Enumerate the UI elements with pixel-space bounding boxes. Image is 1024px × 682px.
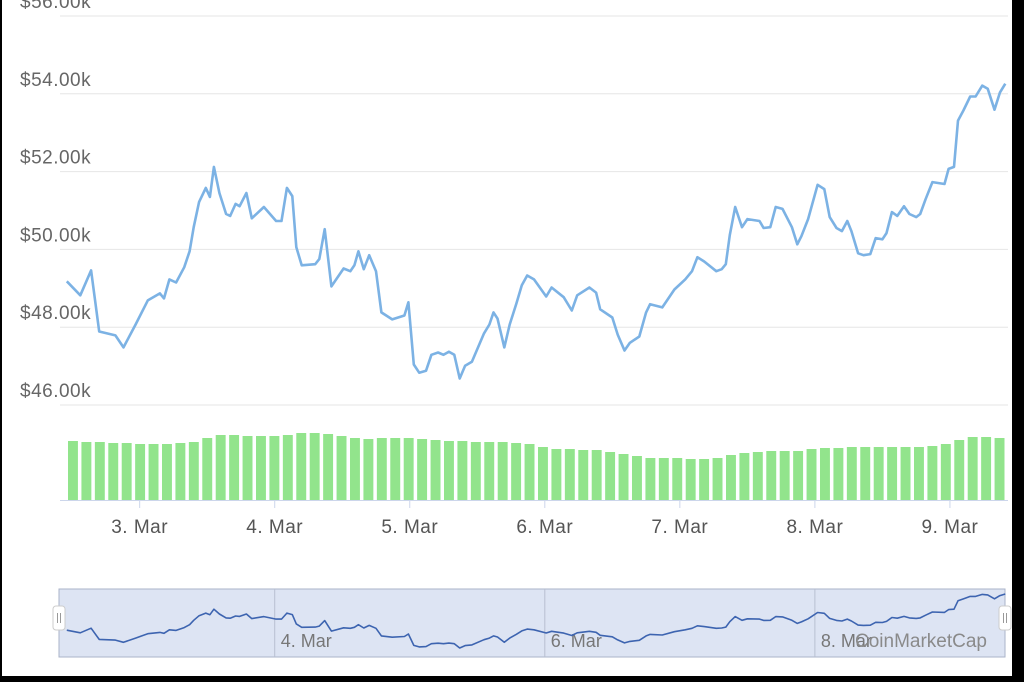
volume-bar bbox=[739, 453, 750, 500]
volume-bar bbox=[793, 451, 804, 500]
volume-bar bbox=[296, 433, 307, 500]
volume-bar bbox=[699, 459, 710, 500]
volume-bar bbox=[752, 452, 763, 500]
navigator-tick-label: 6. Mar bbox=[551, 631, 602, 651]
volume-bar bbox=[403, 438, 414, 500]
navigator bbox=[58, 588, 1006, 658]
volume-bar bbox=[564, 449, 575, 500]
volume-bar bbox=[470, 442, 481, 500]
navigator-handle[interactable] bbox=[998, 605, 1012, 631]
volume-bar bbox=[645, 458, 656, 500]
volume-bar bbox=[806, 449, 817, 500]
volume-bar bbox=[578, 450, 589, 500]
volume-bar bbox=[685, 459, 696, 500]
volume-bar bbox=[430, 440, 441, 500]
x-tick-label: 5. Mar bbox=[381, 517, 438, 538]
main-plot: $46.00k $48.00k $50.00k $52.00k $54.00k $56.0… bbox=[20, 0, 1008, 538]
navigator-tick-label: 8. Mar bbox=[821, 631, 872, 651]
x-tick-label: 7. Mar bbox=[651, 517, 708, 538]
volume-bar bbox=[940, 444, 951, 500]
volume-bar bbox=[873, 447, 884, 500]
volume-bar bbox=[672, 458, 683, 500]
navigator-plot: 4. Mar 6. Mar 8. Mar bbox=[66, 589, 1006, 657]
volume-bar bbox=[135, 444, 146, 500]
volume-bar bbox=[162, 444, 172, 500]
volume-bar bbox=[350, 438, 360, 500]
volume-bar bbox=[417, 439, 428, 500]
volume-bar bbox=[632, 456, 642, 500]
price-line bbox=[65, 83, 1007, 380]
volume-bar bbox=[309, 433, 320, 500]
volume-bar bbox=[712, 458, 723, 500]
volume-bar bbox=[457, 441, 468, 500]
volume-bar bbox=[202, 438, 213, 500]
volume-bar bbox=[269, 436, 280, 500]
volume-bar bbox=[538, 447, 548, 500]
y-tick-label: $46.00k bbox=[20, 381, 91, 402]
volume-bar bbox=[967, 437, 978, 500]
volume-bar bbox=[444, 441, 454, 500]
volume-bar bbox=[188, 442, 199, 500]
volume-bar bbox=[994, 438, 1005, 500]
volume-bar bbox=[779, 451, 790, 500]
volume-bar bbox=[927, 446, 938, 500]
volume-bar bbox=[94, 442, 105, 500]
volume-bar bbox=[256, 436, 266, 500]
volume-bar bbox=[242, 436, 253, 500]
volume-bar bbox=[618, 454, 629, 500]
volume-bar bbox=[846, 447, 857, 500]
volume-bar bbox=[363, 439, 374, 500]
y-tick-label: $50.00k bbox=[20, 225, 91, 246]
volume-bar bbox=[229, 435, 240, 500]
volume-bar bbox=[121, 443, 132, 500]
volume-bar bbox=[605, 452, 616, 500]
volume-bar bbox=[887, 447, 898, 500]
volume-bar bbox=[323, 434, 334, 500]
volume-bar bbox=[68, 441, 78, 500]
volume-bar bbox=[860, 447, 871, 500]
navigator-line bbox=[66, 593, 1006, 649]
volume-bar bbox=[108, 443, 119, 500]
volume-bar bbox=[954, 440, 965, 500]
volume-bar bbox=[511, 443, 522, 500]
volume-bar bbox=[766, 451, 777, 500]
navigator-tick-label: 4. Mar bbox=[281, 631, 332, 651]
volume-bar bbox=[981, 437, 992, 500]
volume-bar bbox=[551, 449, 562, 500]
x-tick-label: 8. Mar bbox=[786, 517, 843, 538]
watermark: CoinMarketCap bbox=[855, 631, 987, 652]
volume-bar bbox=[726, 455, 736, 500]
volume-bar bbox=[282, 435, 293, 500]
volume-bar bbox=[376, 438, 387, 500]
volume-bar bbox=[900, 447, 911, 500]
y-tick-label: $48.00k bbox=[20, 303, 91, 324]
volume-bar bbox=[833, 448, 844, 500]
volume-bar bbox=[390, 438, 401, 500]
volume-bar bbox=[914, 447, 924, 500]
y-tick-label: $56.00k bbox=[20, 0, 91, 13]
x-tick-label: 6. Mar bbox=[516, 517, 573, 538]
volume-bar bbox=[591, 450, 602, 500]
volume-bar bbox=[81, 442, 92, 500]
x-tick-label: 9. Mar bbox=[922, 517, 979, 538]
volume-bar bbox=[820, 448, 830, 500]
y-tick-label: $54.00k bbox=[20, 70, 91, 91]
volume-bar bbox=[215, 435, 226, 500]
y-tick-label: $52.00k bbox=[20, 148, 91, 169]
volume-bar bbox=[497, 442, 508, 500]
navigator-handle[interactable] bbox=[52, 605, 66, 631]
x-tick-label: 3. Mar bbox=[111, 517, 168, 538]
volume-bar bbox=[148, 444, 159, 500]
volume-bar bbox=[484, 442, 495, 500]
volume-bar bbox=[658, 458, 669, 500]
volume-bar bbox=[336, 436, 347, 500]
x-tick-label: 4. Mar bbox=[246, 517, 303, 538]
volume-bar bbox=[175, 443, 186, 500]
volume-bar bbox=[524, 444, 535, 500]
